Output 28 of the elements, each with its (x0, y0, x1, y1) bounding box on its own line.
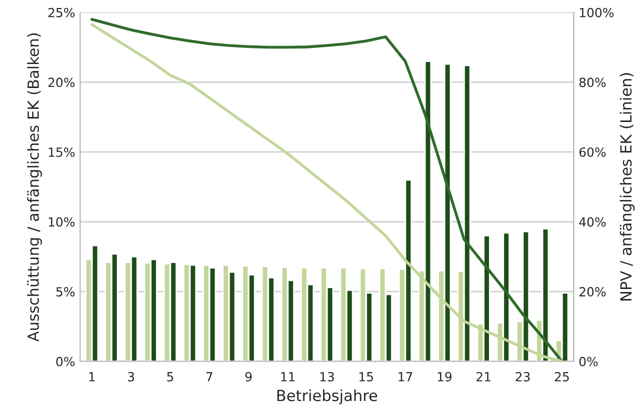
x-tick-label: 17 (398, 372, 412, 382)
y-tick-label: 25% (48, 8, 75, 18)
y2-tick-label: 40% (579, 217, 606, 227)
x-tick-label: 23 (516, 372, 530, 382)
y2-tick-label: 100% (580, 8, 614, 18)
x-tick-label: 15 (360, 372, 373, 382)
y2-axis-title: NPV / anfängliches EK (Linien) (620, 73, 635, 300)
x-tick-label: 9 (245, 372, 252, 382)
y-tick-label: 20% (48, 78, 75, 88)
x-tick-label: 13 (320, 372, 334, 382)
y-tick-label: 0% (56, 356, 75, 366)
x-tick-label: 5 (167, 372, 174, 382)
y2-tick-label: 0% (579, 356, 598, 366)
y2-tick-label: 60% (579, 147, 606, 157)
y2-tick-label: 20% (579, 287, 606, 297)
x-tick-label: 21 (476, 372, 490, 382)
y-axis-title: Ausschüttung / anfängliches EK (Balken) (27, 33, 42, 342)
x-tick-label: 1 (89, 372, 95, 382)
x-tick-label: 7 (206, 372, 212, 382)
y2-tick-label: 80% (579, 78, 606, 88)
x-tick-label: 19 (438, 372, 452, 382)
x-tick-label: 11 (281, 372, 295, 382)
x-axis-title: Betriebsjahre (277, 389, 378, 404)
y-tick-label: 10% (48, 217, 75, 227)
y-tick-label: 5% (56, 287, 75, 297)
x-tick-label: 25 (554, 372, 569, 382)
y-tick-label: 15% (48, 147, 75, 157)
x-tick-label: 3 (128, 372, 134, 382)
